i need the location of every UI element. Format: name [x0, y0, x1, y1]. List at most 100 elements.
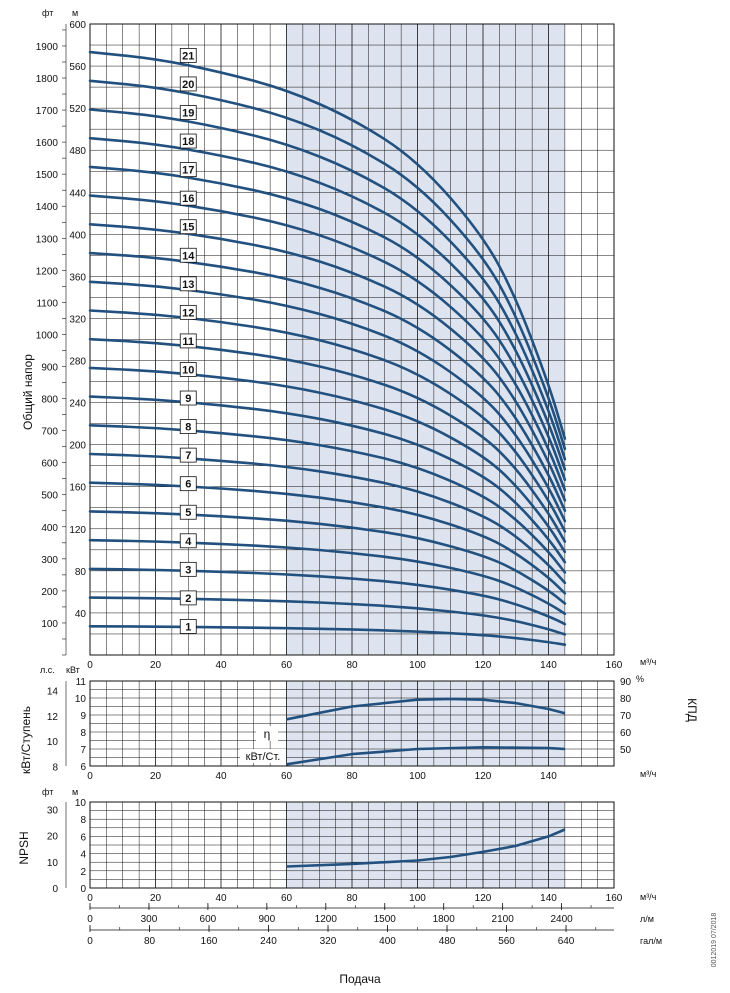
- head-curve-11: [88, 337, 567, 543]
- head-curve-19: [88, 108, 567, 461]
- x-tick-label: 40: [215, 771, 227, 782]
- stage-label-20: 20: [182, 79, 194, 91]
- stage-label-19: 19: [182, 107, 194, 119]
- x-tick-label: 120: [475, 771, 492, 782]
- efficiency-curve: [286, 697, 566, 721]
- head-curve-17: [88, 165, 567, 482]
- head-curve-5: [88, 510, 567, 605]
- y-tick-ft: 1800: [36, 74, 59, 85]
- y-tick-kw: 8: [80, 728, 86, 739]
- stage-label-box: [179, 162, 197, 178]
- head-curve-16: [88, 194, 567, 492]
- lpm-tick-label: 2400: [550, 914, 573, 925]
- y-tick-eff: 90: [620, 677, 632, 688]
- stage-label-6: 6: [185, 479, 191, 491]
- y-tick-m: 8: [80, 815, 86, 826]
- head-curve-13: [88, 280, 567, 523]
- x-tick-label: 120: [475, 893, 492, 904]
- lpm-tick-label: 300: [141, 914, 158, 925]
- plot-border: [89, 801, 615, 889]
- lpm-tick-label: 0: [87, 914, 93, 925]
- head-curve-9: [88, 395, 567, 564]
- stage-label-8: 8: [185, 422, 191, 434]
- y-tick-m: 200: [69, 441, 86, 452]
- y-tick-m: 0: [80, 884, 86, 895]
- stage-label-2: 2: [185, 593, 191, 605]
- x-tick-label: 140: [540, 771, 557, 782]
- lpm-tick-label: 900: [259, 914, 276, 925]
- y-tick-m: 360: [69, 272, 86, 283]
- y-tick-m: 240: [69, 399, 86, 410]
- y-tick-m: 480: [69, 146, 86, 157]
- y-tick-m: 120: [69, 525, 86, 536]
- document-code: 0012019 07/2018: [711, 913, 718, 968]
- y-tick-m: 160: [69, 483, 86, 494]
- y-tick-hp: 10: [47, 737, 59, 748]
- x-tick-label: 20: [150, 660, 162, 671]
- x-tick-label: 100: [409, 893, 426, 904]
- y-tick-m: 400: [69, 230, 86, 241]
- y-tick-m: 4: [80, 850, 86, 861]
- y-tick-ft: 1900: [36, 42, 59, 53]
- y-tick-kw: 7: [80, 745, 86, 756]
- x-tick-label: 100: [409, 660, 426, 671]
- gpm-tick-label: 640: [558, 936, 575, 947]
- head-curve-3: [88, 567, 567, 626]
- y-tick-ft: 20: [47, 832, 59, 843]
- stage-label-box: [179, 390, 197, 406]
- efficiency-axis-title: КПД: [685, 698, 699, 722]
- stage-label-1: 1: [185, 621, 191, 633]
- stage-label-16: 16: [182, 193, 194, 205]
- y-tick-ft: 10: [47, 858, 59, 869]
- x-tick-label: 80: [346, 893, 358, 904]
- stage-label-15: 15: [182, 222, 194, 234]
- kw-axis-title: кВт/Ступень: [19, 706, 33, 774]
- head-curve-20: [88, 79, 567, 451]
- y-tick-kw: 11: [76, 677, 87, 688]
- head-axis-title: Общий напор: [21, 354, 35, 430]
- y-tick-kw: 9: [80, 711, 86, 722]
- x-tick-label: 160: [606, 660, 623, 671]
- y-tick-hp: 12: [47, 712, 59, 723]
- stage-label-5: 5: [185, 507, 191, 519]
- y-unit-ft: фт: [42, 8, 53, 18]
- flow-axis-title: Подача: [339, 972, 381, 986]
- power-curve: [286, 746, 565, 766]
- stage-label-box: [179, 333, 197, 349]
- stage-label-box: [179, 47, 197, 63]
- y-tick-eff: 50: [620, 745, 632, 756]
- x-tick-label: 60: [281, 660, 293, 671]
- x-tick-label: 160: [606, 893, 623, 904]
- y-tick-m: 320: [69, 314, 86, 325]
- npsh-curve: [286, 828, 566, 868]
- x-tick-label: 0: [87, 660, 93, 671]
- head-curve-7: [88, 452, 567, 585]
- x-tick-label: 20: [150, 893, 162, 904]
- stage-label-12: 12: [182, 307, 194, 319]
- head-curve-15: [88, 223, 567, 502]
- stage-label-box: [179, 219, 197, 235]
- stage-label-13: 13: [182, 279, 194, 291]
- y-tick-ft: 900: [41, 363, 58, 374]
- stage-label-21: 21: [182, 50, 194, 62]
- y-tick-kw: 6: [80, 762, 86, 773]
- y-tick-ft: 1400: [36, 202, 59, 213]
- x-tick-label: 100: [409, 771, 426, 782]
- y-tick-ft: 1200: [36, 266, 59, 277]
- y-tick-m: 520: [69, 104, 86, 115]
- x-unit-label: м³/ч: [640, 892, 657, 902]
- plot-border: [89, 680, 615, 767]
- y-tick-ft: 500: [41, 491, 58, 502]
- efficiency-curve-label: η: [264, 727, 271, 741]
- head-curve-12: [88, 309, 567, 533]
- gpm-tick-label: 320: [320, 936, 337, 947]
- y-unit-kw: кВт: [66, 665, 80, 675]
- gpm-tick-label: 0: [87, 936, 93, 947]
- head-curve-10: [88, 366, 567, 554]
- secondary-flow-axes: 0 300 600 900 1200 1500 1800 2100 2400 л/м 0 80 160 2…: [87, 903, 662, 947]
- y-unit-hp: л.с.: [40, 665, 55, 675]
- y-tick-ft: 30: [47, 805, 59, 816]
- x-tick-label: 80: [346, 771, 358, 782]
- power-label-bg: [240, 749, 286, 763]
- npsh-panel: 0 20 40 60 80 100 120 140 160 м³/ч02468100102030ф…: [42, 787, 657, 904]
